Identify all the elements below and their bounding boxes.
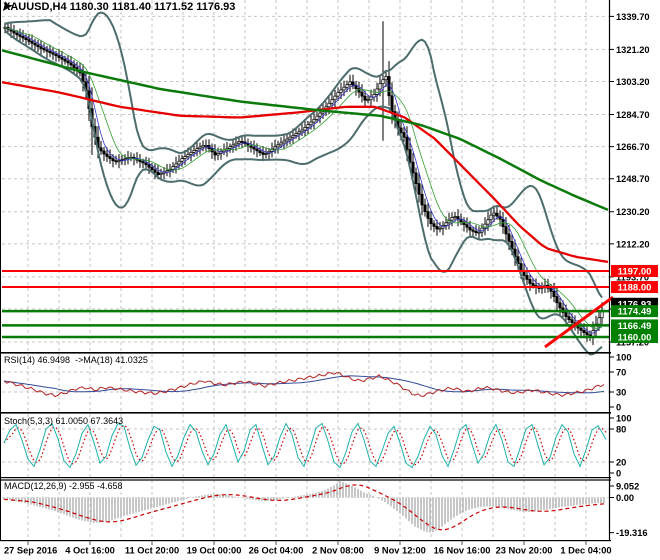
svg-text:1188.00: 1188.00 — [618, 283, 652, 294]
stoch-indicator-label: Stoch(5,3,3) 61.0050 67.3643 — [4, 416, 124, 426]
trend-line — [544, 295, 614, 349]
svg-text:2 Nov 08:00: 2 Nov 08:00 — [312, 546, 364, 556]
svg-text:9 Nov 12:00: 9 Nov 12:00 — [374, 546, 426, 556]
rsi-indicator-label: RSI(14) 46.9498 ->MA(18) 41.0325 — [4, 355, 148, 365]
svg-text:100: 100 — [616, 352, 632, 362]
levels-layer — [2, 269, 609, 339]
svg-text:30: 30 — [616, 387, 626, 397]
svg-text:100: 100 — [616, 413, 632, 423]
svg-text:16 Nov 16:00: 16 Nov 16:00 — [434, 546, 491, 556]
svg-text:1166.49: 1166.49 — [618, 321, 652, 332]
svg-text:1248.70: 1248.70 — [616, 174, 650, 184]
svg-text:0: 0 — [616, 402, 621, 412]
svg-text:1321.20: 1321.20 — [616, 45, 650, 55]
svg-text:27 Sep 2016: 27 Sep 2016 — [4, 546, 57, 556]
svg-text:0: 0 — [616, 468, 621, 478]
trendline-layer — [544, 295, 614, 349]
macd-indicator-label: MACD(12,26,9) -2.955 -4.658 — [4, 481, 123, 491]
svg-text:11 Oct 20:00: 11 Oct 20:00 — [125, 546, 179, 556]
chart-title: XAUUSD,H4 1180.30 1181.40 1171.52 1176.9… — [3, 1, 235, 13]
svg-text:1197.00: 1197.00 — [618, 267, 652, 278]
svg-text:1176.93: 1176.93 — [618, 299, 652, 310]
svg-text:1 Dec 04:00: 1 Dec 04:00 — [560, 546, 611, 556]
svg-text:9.052: 9.052 — [616, 481, 639, 491]
stoch-panel — [3, 422, 607, 469]
overlays-layer — [1, 11, 609, 356]
svg-text:1174.49: 1174.49 — [618, 307, 652, 318]
svg-text:-19.316: -19.316 — [616, 528, 648, 538]
svg-text:70: 70 — [616, 367, 626, 377]
svg-text:20: 20 — [616, 457, 626, 467]
support-price-box — [611, 305, 658, 318]
svg-text:1230.20: 1230.20 — [616, 207, 650, 217]
panel-borders — [0, 0, 611, 542]
svg-text:0.00: 0.00 — [616, 493, 634, 503]
svg-text:4 Oct 16:00: 4 Oct 16:00 — [65, 546, 115, 556]
macd-panel — [3, 481, 605, 533]
svg-text:1266.70: 1266.70 — [616, 142, 650, 152]
rsi-panel — [3, 372, 605, 398]
chart-pointer-icon — [3, 1, 13, 11]
support-price-box — [611, 330, 658, 343]
svg-text:1160.00: 1160.00 — [618, 333, 652, 344]
svg-text:23 Nov 20:00: 23 Nov 20:00 — [496, 546, 553, 556]
svg-text:1303.20: 1303.20 — [616, 77, 650, 87]
svg-text:1284.70: 1284.70 — [616, 110, 650, 120]
svg-text:19 Oct 00:00: 19 Oct 00:00 — [187, 546, 242, 556]
time-axis: 27 Sep 2016 4 Oct 16:00 11 Oct 20:00 19 Oct… — [4, 541, 612, 556]
svg-text:80: 80 — [616, 424, 626, 434]
svg-text:1339.70: 1339.70 — [616, 12, 650, 22]
svg-text:1193.70: 1193.70 — [616, 272, 649, 282]
svg-text:26 Oct 04:00: 26 Oct 04:00 — [249, 546, 304, 556]
resistance-price-box — [611, 281, 658, 294]
svg-text:1212.20: 1212.20 — [616, 239, 650, 249]
resistance-price-box — [611, 264, 658, 277]
candles-layer — [3, 21, 604, 346]
support-price-box — [611, 319, 658, 332]
chart-title-text: XAUUSD,H4 1180.30 1181.40 1171.52 1176.9… — [3, 1, 236, 13]
